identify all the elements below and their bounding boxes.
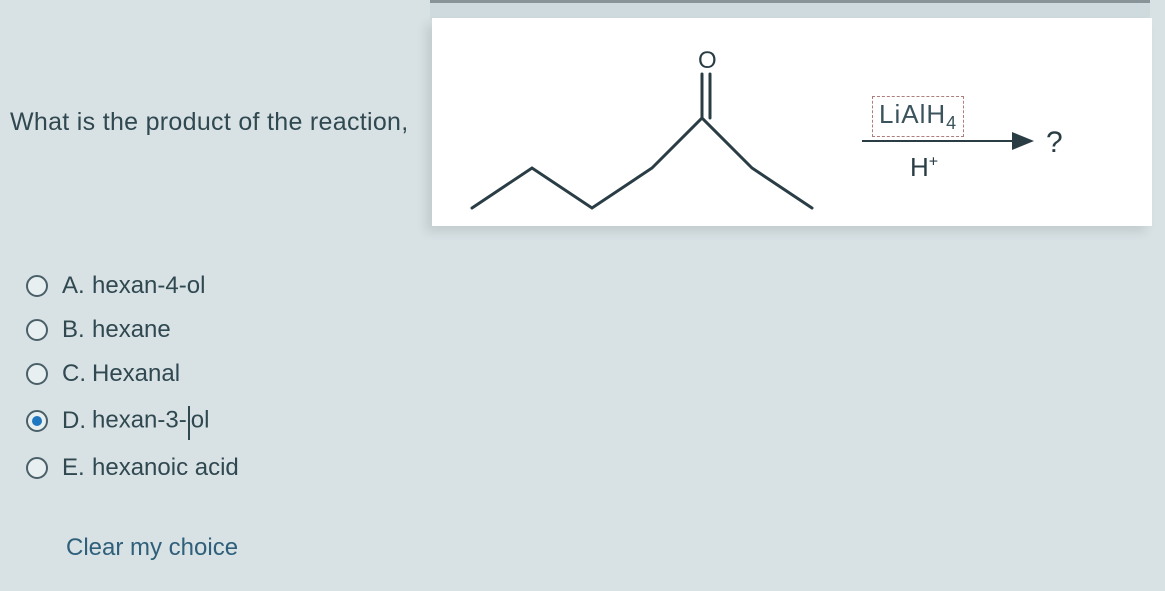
reagent-top-label: LiAlH4 [872, 96, 964, 137]
radio-e[interactable] [26, 457, 48, 479]
reagent-bottom-text: H [910, 152, 929, 182]
option-text-post: ol [191, 406, 210, 433]
radio-b[interactable] [26, 319, 48, 341]
cursor-caret-artifact [188, 406, 190, 440]
option-text: hexane [92, 316, 171, 344]
option-text: hexanoic acid [92, 454, 239, 482]
radio-c[interactable] [26, 363, 48, 385]
product-question-mark: ? [1046, 126, 1063, 160]
option-letter: B. [62, 316, 92, 344]
reagent-bottom-superscript: + [929, 153, 938, 170]
answer-options-list: A. hexan-4-ol B. hexane C. Hexanal D. he… [26, 272, 239, 498]
option-text: hexan-4-ol [92, 272, 205, 300]
clear-my-choice-link[interactable]: Clear my choice [66, 534, 238, 562]
option-letter: D. [62, 407, 92, 435]
reagent-top-text: LiAlH [879, 99, 946, 129]
reagent-top-subscript: 4 [946, 113, 957, 133]
screenshot-top-edge [430, 0, 1150, 20]
option-text-pre: hexan-3- [92, 406, 187, 433]
quiz-question-panel: What is the product of the reaction, O L… [0, 0, 1165, 591]
reaction-arrow-line [862, 140, 1022, 142]
option-text: hexan-3-ol [92, 404, 209, 438]
radio-d[interactable] [26, 410, 48, 432]
option-e[interactable]: E. hexanoic acid [26, 454, 239, 482]
reagent-and-arrow: LiAlH4 ? H+ [862, 96, 1152, 176]
radio-a[interactable] [26, 275, 48, 297]
option-text: Hexanal [92, 360, 180, 388]
reaction-diagram-box: O LiAlH4 ? H+ [432, 18, 1152, 226]
reaction-arrow-head [1012, 132, 1034, 150]
oxygen-label: O [698, 48, 717, 74]
option-b[interactable]: B. hexane [26, 316, 239, 344]
option-a[interactable]: A. hexan-4-ol [26, 272, 239, 300]
option-letter: C. [62, 360, 92, 388]
option-c[interactable]: C. Hexanal [26, 360, 239, 388]
option-letter: E. [62, 454, 92, 482]
option-d[interactable]: D. hexan-3-ol [26, 404, 239, 438]
reagent-bottom-label: H+ [910, 152, 938, 183]
option-letter: A. [62, 272, 92, 300]
molecule-structure: O [452, 48, 852, 218]
question-prompt: What is the product of the reaction, [10, 108, 409, 137]
